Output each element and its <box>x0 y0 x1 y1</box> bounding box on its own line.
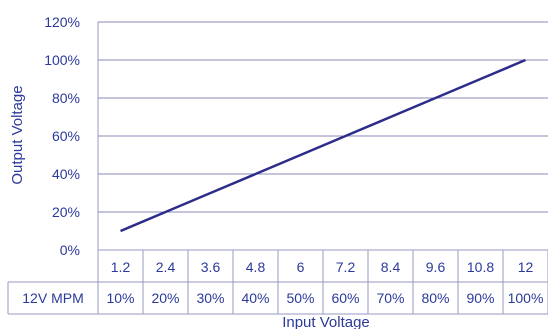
x-tick-label: 4.8 <box>246 259 266 275</box>
y-tick-label: 80% <box>52 90 80 106</box>
series-layer <box>120 58 526 233</box>
data-label: 100% <box>508 290 544 306</box>
x-tick-label: 8.4 <box>381 259 401 275</box>
x-axis-label: Input Voltage <box>282 314 370 329</box>
series-line <box>120 58 526 233</box>
data-label: 10% <box>106 290 134 306</box>
grid-lines <box>97 21 548 251</box>
y-axis-label: Output Voltage <box>9 85 26 184</box>
x-tick-label: 1.2 <box>111 259 131 275</box>
table-row-label: 12V MPM <box>22 290 83 306</box>
x-tick-label: 10.8 <box>467 259 494 275</box>
y-axis-ticks: 0% 20% 40% 60% 80% 100% 120% <box>44 14 80 258</box>
data-label: 60% <box>331 290 359 306</box>
data-label: 90% <box>466 290 494 306</box>
x-tick-label: 3.6 <box>201 259 221 275</box>
data-label: 30% <box>196 290 224 306</box>
data-table: 1.2 2.4 3.6 4.8 6 7.2 8.4 9.6 10.8 12 12V MPM 10% 20… <box>7 249 548 315</box>
data-label: 70% <box>376 290 404 306</box>
y-tick-label: 20% <box>52 204 80 220</box>
data-label: 50% <box>286 290 314 306</box>
x-tick-label: 7.2 <box>336 259 356 275</box>
x-tick-label: 9.6 <box>426 259 446 275</box>
y-tick-label: 40% <box>52 166 80 182</box>
data-label: 80% <box>421 290 449 306</box>
x-tick-label: 12 <box>518 259 534 275</box>
x-tick-label: 2.4 <box>156 259 176 275</box>
data-label: 20% <box>151 290 179 306</box>
y-tick-label: 100% <box>44 52 80 68</box>
data-label: 40% <box>241 290 269 306</box>
y-tick-label: 60% <box>52 128 80 144</box>
x-tick-label: 6 <box>297 259 305 275</box>
y-tick-label: 120% <box>44 14 80 30</box>
y-tick-label: 0% <box>60 242 80 258</box>
